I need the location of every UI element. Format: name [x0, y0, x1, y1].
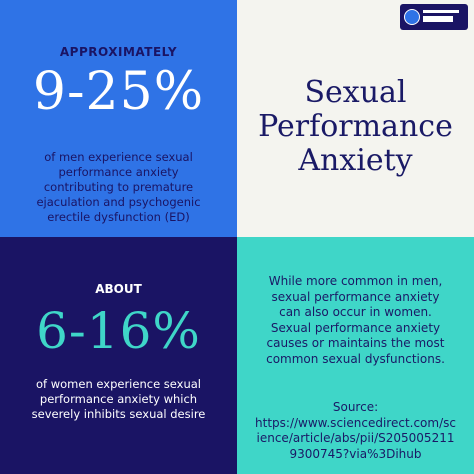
women-stat-label: ABOUT	[95, 282, 142, 296]
logo-wordmark	[423, 10, 459, 22]
page-title: Sexual Performance Anxiety	[258, 75, 453, 178]
source-link[interactable]: https://www.sciencedirect.com/science/ar…	[255, 415, 456, 461]
women-stat-description: of women experience sexual performance a…	[31, 377, 206, 421]
men-stat-value: 9-25%	[32, 62, 205, 122]
info-text: While more common in men, sexual perform…	[266, 274, 445, 366]
source-citation: Source: https://www.sciencedirect.com/sc…	[255, 400, 456, 462]
women-stat-value: 6-16%	[36, 302, 201, 360]
men-stat-description: of men experience sexual performance anx…	[36, 150, 201, 224]
men-stat-panel: APPROXIMATELY 9-25% of men experience se…	[0, 0, 237, 237]
brand-logo	[400, 4, 468, 30]
info-panel: While more common in men, sexual perform…	[237, 237, 474, 474]
title-panel: Sexual Performance Anxiety	[237, 0, 474, 237]
men-stat-label: APPROXIMATELY	[59, 45, 178, 59]
source-label: Source:	[332, 400, 379, 414]
brain-icon	[404, 9, 420, 25]
women-stat-panel: ABOUT 6-16% of women experience sexual p…	[0, 237, 237, 474]
